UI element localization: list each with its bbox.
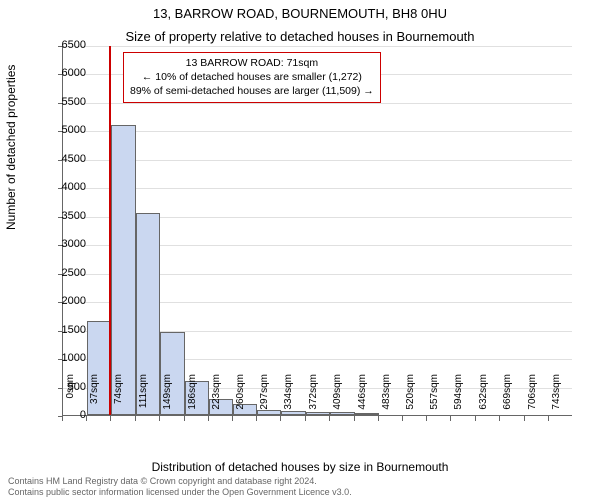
xtick-label: 743sqm	[551, 374, 562, 424]
chart-area: 13 BARROW ROAD: 71sqm← 10% of detached h…	[62, 46, 572, 416]
ytick-label: 1000	[46, 352, 86, 364]
xtick-mark	[232, 416, 233, 421]
xtick-label: 186sqm	[187, 374, 198, 424]
xtick-label: 409sqm	[332, 374, 343, 424]
xtick-label: 632sqm	[478, 374, 489, 424]
xtick-mark	[426, 416, 427, 421]
page-subtitle: Size of property relative to detached ho…	[0, 23, 600, 46]
ytick-label: 3500	[46, 210, 86, 222]
xtick-mark	[378, 416, 379, 421]
xtick-mark	[499, 416, 500, 421]
gridline	[63, 160, 572, 161]
xtick-mark	[110, 416, 111, 421]
footer: Contains HM Land Registry data © Crown c…	[8, 476, 352, 498]
xtick-mark	[184, 416, 185, 421]
ytick-label: 1500	[46, 324, 86, 336]
xtick-label: 520sqm	[405, 374, 416, 424]
gridline	[63, 46, 572, 47]
plot-region: 13 BARROW ROAD: 71sqm← 10% of detached h…	[62, 46, 572, 416]
xtick-mark	[159, 416, 160, 421]
x-axis-label: Distribution of detached houses by size …	[0, 460, 600, 474]
y-axis-label: Number of detached properties	[4, 65, 18, 230]
annotation-box: 13 BARROW ROAD: 71sqm← 10% of detached h…	[123, 52, 381, 103]
ytick-label: 4000	[46, 181, 86, 193]
ytick-label: 6000	[46, 67, 86, 79]
footer-line2: Contains public sector information licen…	[8, 487, 352, 498]
xtick-label: 594sqm	[453, 374, 464, 424]
xtick-label: 483sqm	[381, 374, 392, 424]
xtick-label: 260sqm	[235, 374, 246, 424]
xtick-mark	[86, 416, 87, 421]
footer-line1: Contains HM Land Registry data © Crown c…	[8, 476, 352, 487]
gridline	[63, 188, 572, 189]
xtick-mark	[208, 416, 209, 421]
xtick-mark	[256, 416, 257, 421]
xtick-label: 37sqm	[89, 374, 100, 424]
annotation-line2: ← 10% of detached houses are smaller (1,…	[130, 70, 374, 84]
ytick-label: 0	[46, 409, 86, 421]
xtick-mark	[548, 416, 549, 421]
xtick-label: 74sqm	[113, 374, 124, 424]
xtick-mark	[329, 416, 330, 421]
ytick-label: 6500	[46, 39, 86, 51]
xtick-mark	[305, 416, 306, 421]
xtick-mark	[524, 416, 525, 421]
ytick-label: 4500	[46, 153, 86, 165]
histogram-bar	[111, 125, 135, 415]
ytick-label: 5000	[46, 124, 86, 136]
ytick-label: 500	[46, 381, 86, 393]
xtick-mark	[450, 416, 451, 421]
xtick-mark	[280, 416, 281, 421]
xtick-label: 372sqm	[308, 374, 319, 424]
xtick-mark	[402, 416, 403, 421]
ytick-label: 2500	[46, 267, 86, 279]
annotation-line1: 13 BARROW ROAD: 71sqm	[130, 56, 374, 70]
xtick-label: 706sqm	[527, 374, 538, 424]
xtick-label: 669sqm	[502, 374, 513, 424]
gridline	[63, 131, 572, 132]
ytick-label: 5500	[46, 96, 86, 108]
property-marker-line	[109, 46, 111, 415]
xtick-mark	[135, 416, 136, 421]
xtick-label: 446sqm	[357, 374, 368, 424]
xtick-label: 334sqm	[283, 374, 294, 424]
xtick-label: 223sqm	[211, 374, 222, 424]
page-title: 13, BARROW ROAD, BOURNEMOUTH, BH8 0HU	[0, 0, 600, 23]
ytick-label: 3000	[46, 238, 86, 250]
ytick-label: 2000	[46, 295, 86, 307]
annotation-line3: 89% of semi-detached houses are larger (…	[130, 84, 374, 98]
gridline	[63, 103, 572, 104]
xtick-label: 111sqm	[138, 374, 149, 424]
chart-container: 13, BARROW ROAD, BOURNEMOUTH, BH8 0HU Si…	[0, 0, 600, 500]
xtick-label: 557sqm	[429, 374, 440, 424]
xtick-label: 297sqm	[259, 374, 270, 424]
xtick-mark	[475, 416, 476, 421]
xtick-mark	[354, 416, 355, 421]
xtick-label: 149sqm	[162, 374, 173, 424]
